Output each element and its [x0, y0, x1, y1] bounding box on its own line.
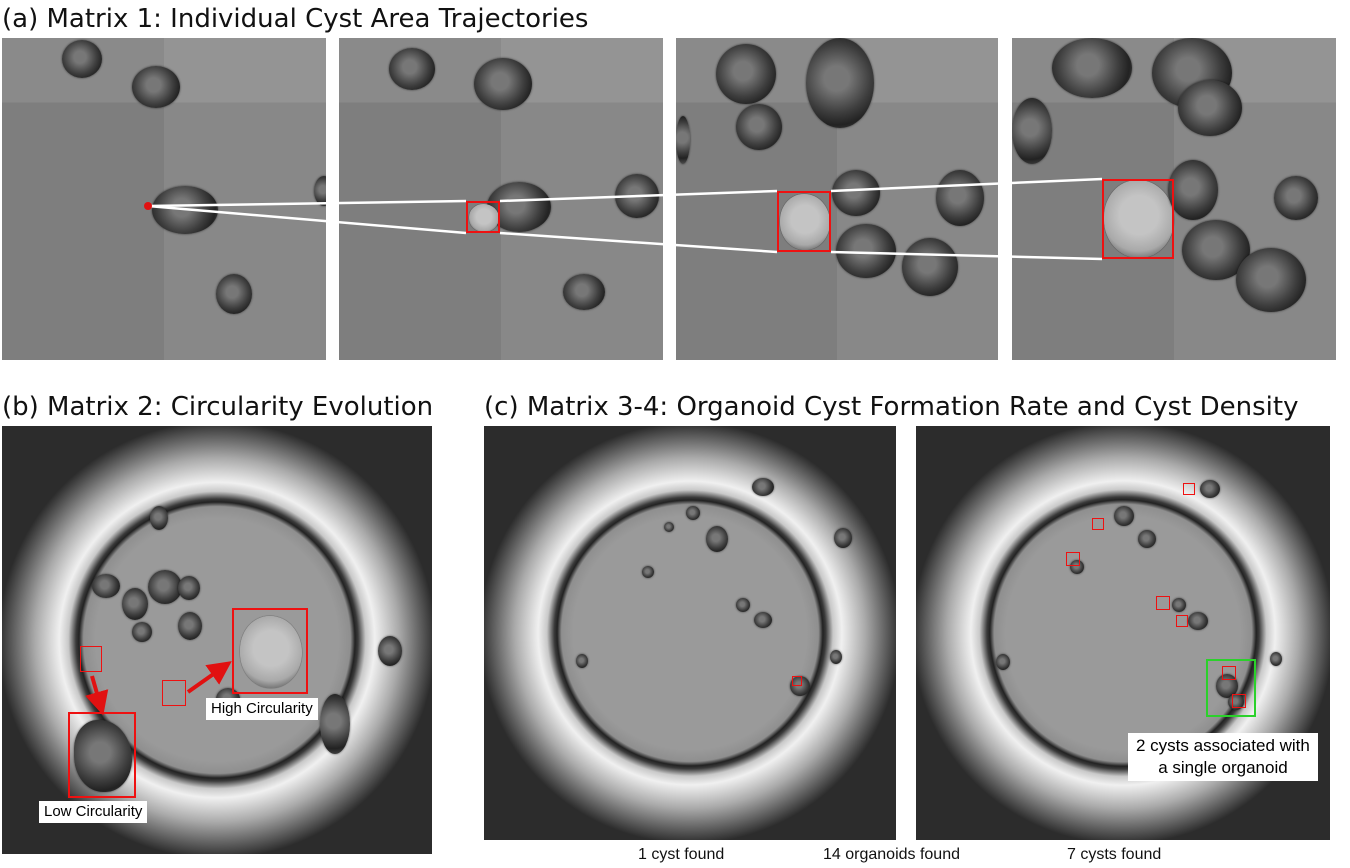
frame-a2 [339, 38, 663, 360]
organoid [474, 58, 532, 110]
cyst-box-frame2 [466, 201, 500, 233]
high-circularity-label: High Circularity [206, 698, 318, 720]
tracked-cyst [1104, 180, 1174, 258]
organoid [92, 574, 120, 598]
organoid [216, 274, 252, 314]
organoid [676, 116, 690, 164]
organoid [830, 650, 842, 664]
organoid [62, 40, 102, 78]
organoid [834, 528, 852, 548]
cyst-box [1183, 483, 1195, 495]
caption-organoid-count: 14 organoids found [823, 846, 960, 863]
organoid [1172, 598, 1186, 612]
caption-cyst-count-left: 1 cyst found [638, 846, 725, 863]
organoid [790, 676, 810, 696]
organoid [320, 694, 350, 754]
low-circularity-zoom-box [68, 712, 136, 798]
organoid [152, 186, 218, 234]
organoid [1178, 80, 1242, 136]
organoid [1274, 176, 1318, 220]
cyst-box [1156, 596, 1170, 610]
organoid [716, 44, 776, 104]
organoid [706, 526, 728, 552]
organoid [1138, 530, 1156, 548]
cyst-box [1092, 518, 1104, 530]
panel-c-title: (c) Matrix 3-4: Organoid Cyst Formation … [484, 392, 1299, 422]
organoid [178, 612, 202, 640]
organoid [576, 654, 588, 668]
organoid [1270, 652, 1282, 666]
organoid [1200, 480, 1220, 498]
cyst-box [1176, 615, 1188, 627]
organoid [314, 176, 326, 206]
cyst-box [1222, 666, 1236, 680]
organoid [1236, 248, 1306, 312]
organoid [1052, 38, 1132, 98]
well-image-c-left [484, 426, 896, 840]
frame-a3 [676, 38, 998, 360]
organoid [132, 622, 152, 642]
organoid [148, 570, 182, 604]
organoid [836, 224, 896, 278]
organoid [378, 636, 402, 666]
organoid-group-box [1206, 659, 1256, 717]
organoid [686, 506, 700, 520]
panel-a-title: (a) Matrix 1: Individual Cyst Area Traje… [2, 4, 589, 34]
organoid [1188, 612, 1208, 630]
low-circularity-label: Low Circularity [39, 801, 148, 823]
frame-a1 [2, 38, 326, 360]
organoid [752, 478, 774, 496]
organoid [150, 506, 168, 530]
organoid [832, 170, 880, 216]
organoid [122, 588, 148, 620]
organoid [615, 174, 659, 218]
irregular-cyst [74, 720, 132, 792]
high-circularity-source-box [162, 680, 186, 706]
organoid [1012, 98, 1052, 164]
tracked-cyst [469, 204, 499, 232]
organoid [902, 238, 958, 296]
cysts-association-annotation: 2 cysts associated with a single organoi… [1128, 733, 1318, 781]
cyst-box [1232, 694, 1246, 708]
organoid [806, 38, 874, 128]
cyst-box [792, 676, 802, 686]
organoid [736, 104, 782, 150]
caption-cyst-count-right: 7 cysts found [1067, 846, 1162, 863]
organoid [936, 170, 984, 226]
organoid [132, 66, 180, 108]
well-image-b [2, 426, 432, 854]
organoid [389, 48, 435, 90]
organoid [996, 654, 1010, 670]
panel-b-title: (b) Matrix 2: Circularity Evolution [2, 392, 434, 422]
organoid [563, 274, 605, 310]
organoid [642, 566, 654, 578]
round-cyst [240, 616, 302, 688]
organoid [178, 576, 200, 600]
cyst-box-frame3 [777, 191, 831, 252]
cyst-box [1066, 552, 1080, 566]
organoid [1070, 560, 1084, 574]
high-circularity-zoom-box [232, 608, 308, 694]
organoid [736, 598, 750, 612]
organoid [664, 522, 674, 532]
cyst-box-frame4 [1102, 179, 1174, 259]
organoid [1216, 674, 1238, 698]
organoid [754, 612, 772, 628]
tracked-cyst [780, 194, 830, 250]
organoid [1114, 506, 1134, 526]
low-circularity-source-box [80, 646, 102, 672]
organoid [1168, 160, 1218, 220]
frame-a4 [1012, 38, 1336, 360]
